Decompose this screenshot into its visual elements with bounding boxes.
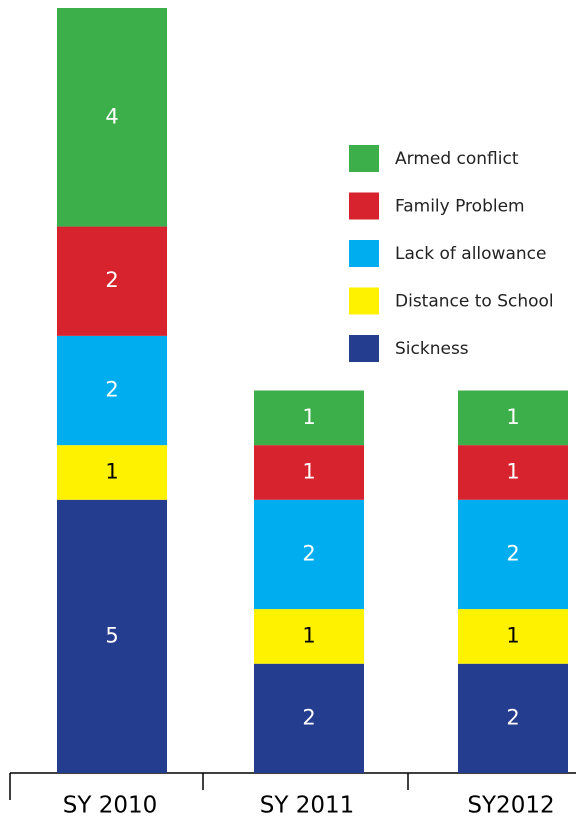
bar-segment <box>458 445 568 500</box>
bar-segment <box>57 445 167 500</box>
bar-segment <box>458 390 568 446</box>
legend-swatch <box>349 145 379 172</box>
bar-segment <box>254 499 364 610</box>
data-label: 1 <box>506 623 519 647</box>
bar-segment <box>57 335 167 446</box>
data-label: 2 <box>506 541 519 565</box>
bar-segment <box>458 609 568 664</box>
x-tick-label: SY 2010 <box>63 793 158 819</box>
bar-segment <box>57 226 167 336</box>
data-label: 1 <box>302 459 315 483</box>
bar-segment <box>254 390 364 446</box>
data-label: 2 <box>105 268 118 292</box>
legend-swatch <box>349 335 379 362</box>
data-label: 1 <box>105 459 118 483</box>
legend-label: Armed conflict <box>395 149 519 169</box>
legend-label: Lack of allowance <box>395 244 546 264</box>
data-label: 1 <box>506 405 519 429</box>
data-label: 1 <box>302 623 315 647</box>
legend-swatch <box>349 192 379 220</box>
x-tick-label: SY2012 <box>467 793 554 819</box>
legend-swatch <box>349 240 379 267</box>
data-label: 2 <box>302 541 315 565</box>
bar-segment <box>458 663 568 773</box>
x-tick-label: SY 2011 <box>260 793 355 819</box>
data-label: 1 <box>506 459 519 483</box>
legend-label: Family Problem <box>395 197 525 217</box>
data-label: 2 <box>506 705 519 729</box>
bar-segment <box>254 445 364 500</box>
bar-segment <box>458 499 568 610</box>
legend-label: Distance to School <box>395 292 554 312</box>
bar-segment <box>57 499 167 773</box>
data-label: 5 <box>105 623 118 647</box>
legend-label: Sickness <box>395 339 469 359</box>
legend-swatch <box>349 287 379 315</box>
data-label: 4 <box>105 104 118 128</box>
data-label: 1 <box>302 405 315 429</box>
bar-segment <box>254 663 364 773</box>
bar-segment <box>57 8 167 227</box>
bar-segment <box>254 609 364 664</box>
data-label: 2 <box>302 705 315 729</box>
data-label: 2 <box>105 378 118 402</box>
